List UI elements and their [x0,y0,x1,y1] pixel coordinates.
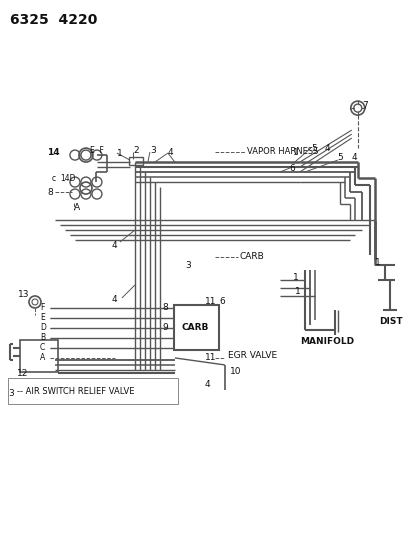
Text: 3: 3 [185,261,191,270]
Text: 1: 1 [295,287,301,296]
Text: F: F [40,303,44,312]
Text: 7: 7 [362,101,368,110]
Text: 4: 4 [168,148,173,157]
Text: E: E [40,313,45,322]
Text: 1: 1 [375,257,381,266]
Bar [129,157,143,165]
Text: 5: 5 [338,152,344,161]
Text: 4: 4 [112,240,118,249]
Text: 5: 5 [311,143,317,152]
Text: EGR VALVE: EGR VALVE [228,351,277,360]
Bar [174,305,219,350]
Text: 4: 4 [325,143,330,152]
Text: 9: 9 [162,324,168,333]
Text: C: C [40,343,45,352]
Text: 11: 11 [205,297,216,306]
Text: 6: 6 [290,164,295,173]
Text: 11: 11 [205,353,216,362]
Text: 1: 1 [293,148,299,157]
Text: 10: 10 [230,367,242,376]
Text: CARB: CARB [240,252,265,261]
Text: 14: 14 [47,148,60,157]
Text: B: B [40,334,45,342]
Text: 13: 13 [18,290,29,300]
Text: 3: 3 [8,390,14,398]
Text: 4: 4 [112,295,118,304]
Text: 6: 6 [220,297,226,306]
Text: 6325  4220: 6325 4220 [10,13,98,27]
Text: VAPOR HARNESS: VAPOR HARNESS [247,147,318,156]
Text: 14D: 14D [60,174,75,183]
Text: A: A [74,203,80,212]
Text: 8: 8 [162,303,168,312]
Text: c: c [52,174,56,183]
Text: A: A [40,353,45,362]
Text: 1: 1 [293,273,299,282]
Text: DIST: DIST [379,318,402,327]
Text: 8: 8 [47,188,53,197]
Text: CARB: CARB [182,324,209,333]
Bar [8,378,178,404]
Text: 1: 1 [117,149,123,158]
Text: 4: 4 [205,381,211,390]
Text: D: D [40,324,46,333]
Text: 4: 4 [352,152,357,161]
Text: E  F: E F [90,146,104,155]
Text: -- AIR SWITCH RELIEF VALVE: -- AIR SWITCH RELIEF VALVE [17,387,135,397]
Text: 12: 12 [17,369,29,378]
Text: 3: 3 [150,146,155,155]
Text: 2: 2 [133,146,139,155]
Bar [20,340,58,372]
Text: MANIFOLD: MANIFOLD [300,337,354,346]
